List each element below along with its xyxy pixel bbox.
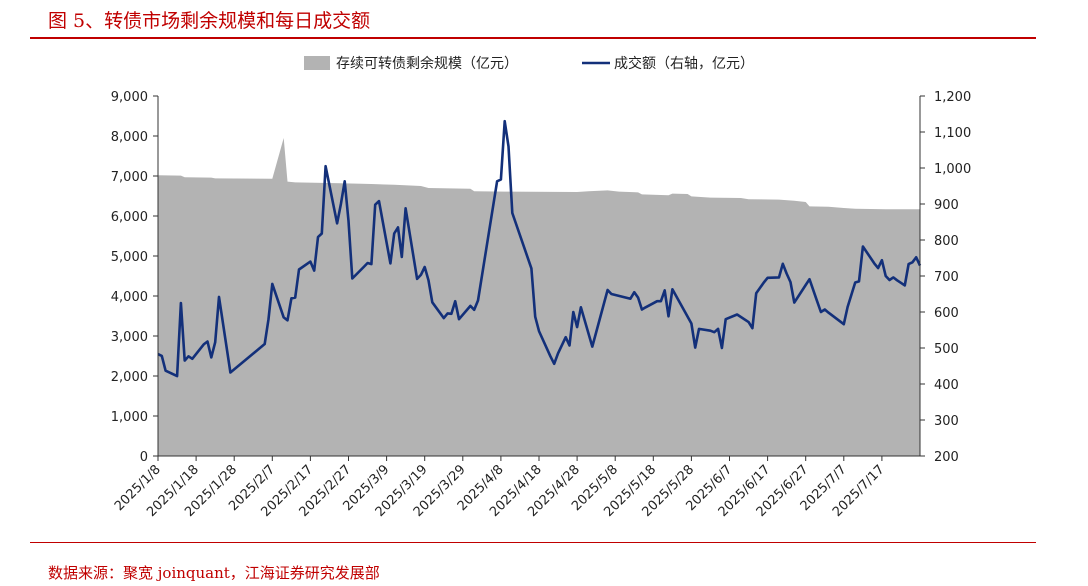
right-tick-label: 900 xyxy=(934,198,959,213)
right-tick-label: 1,200 xyxy=(934,90,971,105)
left-tick-label: 8,000 xyxy=(111,130,148,145)
legend: 存续可转债剩余规模（亿元） 成交额（右轴，亿元） xyxy=(304,55,754,72)
left-tick-label: 4,000 xyxy=(111,290,148,305)
left-axis-ticks: 0 1,000 2,000 3,000 4,000 5,000 6,000 7,000 8,00… xyxy=(111,90,158,465)
area-series xyxy=(158,138,920,456)
legend-label-line: 成交额（右轴，亿元） xyxy=(614,55,754,72)
right-tick-label: 700 xyxy=(934,270,959,285)
right-tick-label: 800 xyxy=(934,234,959,249)
left-tick-label: 7,000 xyxy=(111,170,148,185)
right-tick-label: 200 xyxy=(934,450,959,465)
source-note: 数据来源：聚宽 joinquant，江海证券研究发展部 xyxy=(48,564,380,582)
left-tick-label: 0 xyxy=(140,450,148,465)
area-shape xyxy=(158,138,920,456)
left-tick-label: 6,000 xyxy=(111,210,148,225)
x-axis-ticks: 2025/1/82025/1/182025/1/282025/2/72025/2… xyxy=(112,456,888,520)
right-tick-label: 600 xyxy=(934,306,959,321)
right-tick-label: 300 xyxy=(934,414,959,429)
right-tick-label: 1,000 xyxy=(934,162,971,177)
left-tick-label: 2,000 xyxy=(111,370,148,385)
line-series xyxy=(157,119,922,378)
left-tick-label: 9,000 xyxy=(111,90,148,105)
legend-label-area: 存续可转债剩余规模（亿元） xyxy=(336,55,518,72)
source-rule xyxy=(30,542,1036,543)
line-path xyxy=(157,119,922,378)
title-rule xyxy=(30,37,1036,39)
right-tick-label: 400 xyxy=(934,378,959,393)
left-tick-label: 3,000 xyxy=(111,330,148,345)
right-axis-ticks: 200 300 400 500 600 700 800 900 1,000 1,100 1,200 xyxy=(920,90,971,465)
figure-title: 图 5、转债市场剩余规模和每日成交额 xyxy=(48,10,371,32)
legend-swatch-area xyxy=(304,56,330,70)
left-tick-label: 1,000 xyxy=(111,410,148,425)
left-tick-label: 5,000 xyxy=(111,250,148,265)
right-tick-label: 1,100 xyxy=(934,126,971,141)
right-tick-label: 500 xyxy=(934,342,959,357)
